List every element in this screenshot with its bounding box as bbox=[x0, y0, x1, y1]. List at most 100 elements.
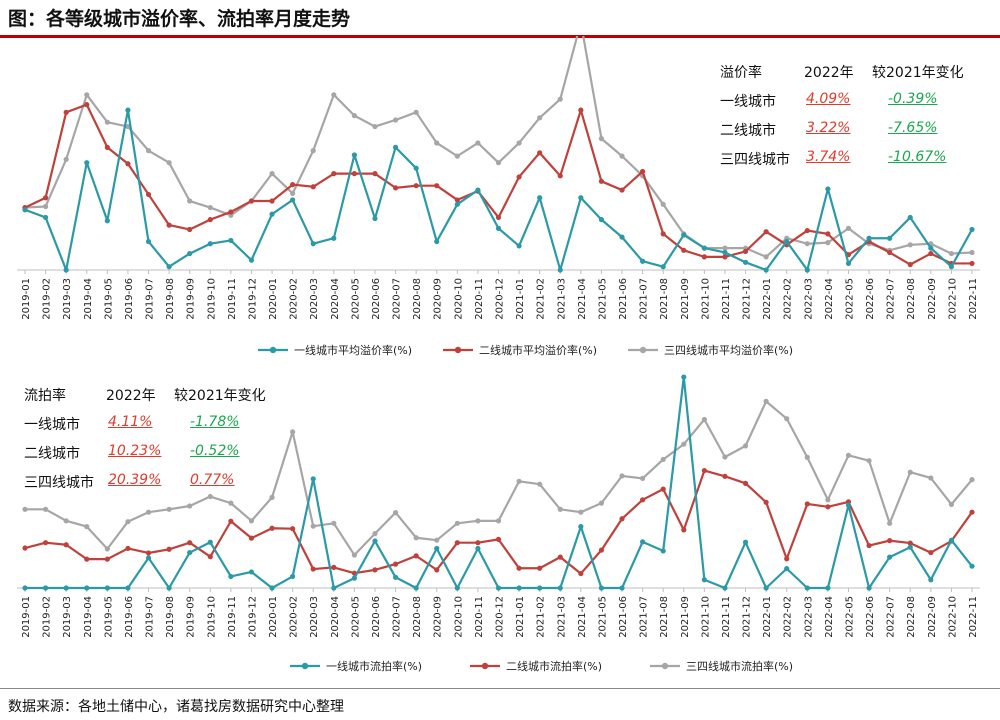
data-point bbox=[495, 536, 502, 542]
data-point bbox=[63, 109, 69, 115]
x-tick-label: 2021-10 bbox=[700, 278, 711, 320]
data-point bbox=[537, 565, 543, 571]
x-tick-label: 2021-07 bbox=[639, 278, 650, 320]
data-point bbox=[475, 540, 481, 546]
data-point bbox=[434, 183, 440, 189]
data-point bbox=[763, 267, 769, 273]
data-point bbox=[495, 225, 502, 231]
data-point bbox=[331, 585, 337, 591]
x-tick-label: 2019-08 bbox=[165, 278, 176, 320]
data-point bbox=[887, 249, 893, 256]
x-tick-label: 2021-08 bbox=[659, 596, 670, 638]
data-point bbox=[392, 117, 399, 123]
data-point bbox=[948, 501, 955, 507]
data-point bbox=[537, 195, 543, 201]
data-point bbox=[640, 168, 646, 175]
data-point bbox=[928, 250, 934, 257]
x-tick-label: 2022-02 bbox=[783, 596, 794, 638]
data-point bbox=[372, 215, 378, 222]
data-point bbox=[84, 160, 90, 166]
data-point bbox=[969, 249, 975, 256]
x-tick-label: 2019-05 bbox=[103, 278, 114, 320]
data-point bbox=[907, 242, 913, 248]
x-tick-label: 2019-02 bbox=[42, 278, 53, 320]
x-tick-label: 2019-11 bbox=[227, 278, 238, 320]
data-point bbox=[845, 225, 852, 231]
data-point bbox=[351, 575, 357, 581]
failed-row-value: 10.23% bbox=[108, 443, 162, 459]
x-tick-label: 2021-02 bbox=[536, 278, 547, 320]
data-point bbox=[454, 197, 460, 203]
x-tick-label: 2020-01 bbox=[268, 278, 279, 320]
data-point bbox=[413, 535, 419, 541]
data-point bbox=[104, 119, 110, 125]
data-point bbox=[845, 502, 852, 508]
x-tick-label: 2021-01 bbox=[515, 596, 526, 638]
data-point bbox=[145, 191, 152, 198]
x-tick-label: 2020-11 bbox=[474, 278, 485, 320]
data-point bbox=[784, 238, 790, 245]
data-point bbox=[495, 518, 502, 524]
x-tick-label: 2021-07 bbox=[639, 596, 650, 638]
data-point bbox=[454, 585, 460, 591]
failed-row-change: -1.78% bbox=[190, 414, 240, 430]
data-point bbox=[434, 140, 440, 146]
data-point bbox=[804, 585, 810, 591]
data-point bbox=[125, 585, 131, 591]
data-point bbox=[434, 567, 440, 573]
failed-table-header-label: 流拍率 bbox=[24, 388, 66, 404]
data-point bbox=[104, 585, 110, 591]
data-point bbox=[187, 226, 193, 233]
data-point bbox=[331, 520, 337, 526]
data-point bbox=[207, 554, 213, 560]
x-tick-label: 2022-03 bbox=[803, 596, 814, 638]
data-point bbox=[145, 238, 152, 245]
x-tick-label: 2020-04 bbox=[330, 278, 341, 320]
data-point bbox=[742, 539, 749, 545]
data-point bbox=[290, 573, 296, 580]
data-point bbox=[948, 250, 955, 257]
data-point bbox=[269, 211, 275, 217]
legend-marker bbox=[269, 346, 277, 354]
data-point bbox=[125, 545, 131, 552]
x-tick-label: 2019-09 bbox=[186, 596, 197, 638]
data-point bbox=[187, 198, 193, 204]
data-point bbox=[310, 148, 316, 154]
data-point bbox=[187, 503, 193, 509]
data-point bbox=[125, 519, 131, 525]
data-point bbox=[804, 454, 810, 460]
data-point bbox=[63, 156, 69, 163]
data-point bbox=[784, 416, 790, 422]
x-tick-label: 2021-11 bbox=[721, 596, 732, 638]
data-point bbox=[84, 92, 90, 98]
data-point bbox=[557, 506, 563, 512]
data-point bbox=[804, 501, 810, 507]
premium-row-change: -0.39% bbox=[888, 91, 938, 107]
data-point bbox=[681, 441, 687, 447]
data-point bbox=[392, 561, 399, 567]
data-point bbox=[351, 152, 357, 158]
data-point bbox=[907, 469, 913, 475]
x-tick-label: 2022-09 bbox=[927, 596, 938, 638]
x-tick-label: 2019-06 bbox=[124, 278, 135, 320]
x-tick-label: 2019-11 bbox=[227, 596, 238, 638]
data-point bbox=[784, 556, 790, 562]
data-point bbox=[598, 178, 605, 184]
data-point bbox=[331, 235, 337, 241]
legend-marker bbox=[639, 346, 647, 354]
data-point bbox=[578, 107, 584, 113]
data-point bbox=[22, 207, 28, 213]
data-point bbox=[331, 564, 337, 570]
data-point bbox=[166, 546, 172, 552]
data-point bbox=[413, 165, 419, 171]
x-tick-label: 2022-06 bbox=[865, 278, 876, 320]
data-point bbox=[166, 585, 172, 591]
data-point bbox=[578, 570, 584, 577]
data-point bbox=[372, 531, 378, 537]
data-point bbox=[310, 476, 316, 482]
data-point bbox=[310, 241, 316, 247]
data-point bbox=[537, 585, 543, 591]
data-point bbox=[722, 585, 728, 591]
x-tick-label: 2022-11 bbox=[968, 596, 979, 638]
legend-marker bbox=[661, 662, 669, 670]
